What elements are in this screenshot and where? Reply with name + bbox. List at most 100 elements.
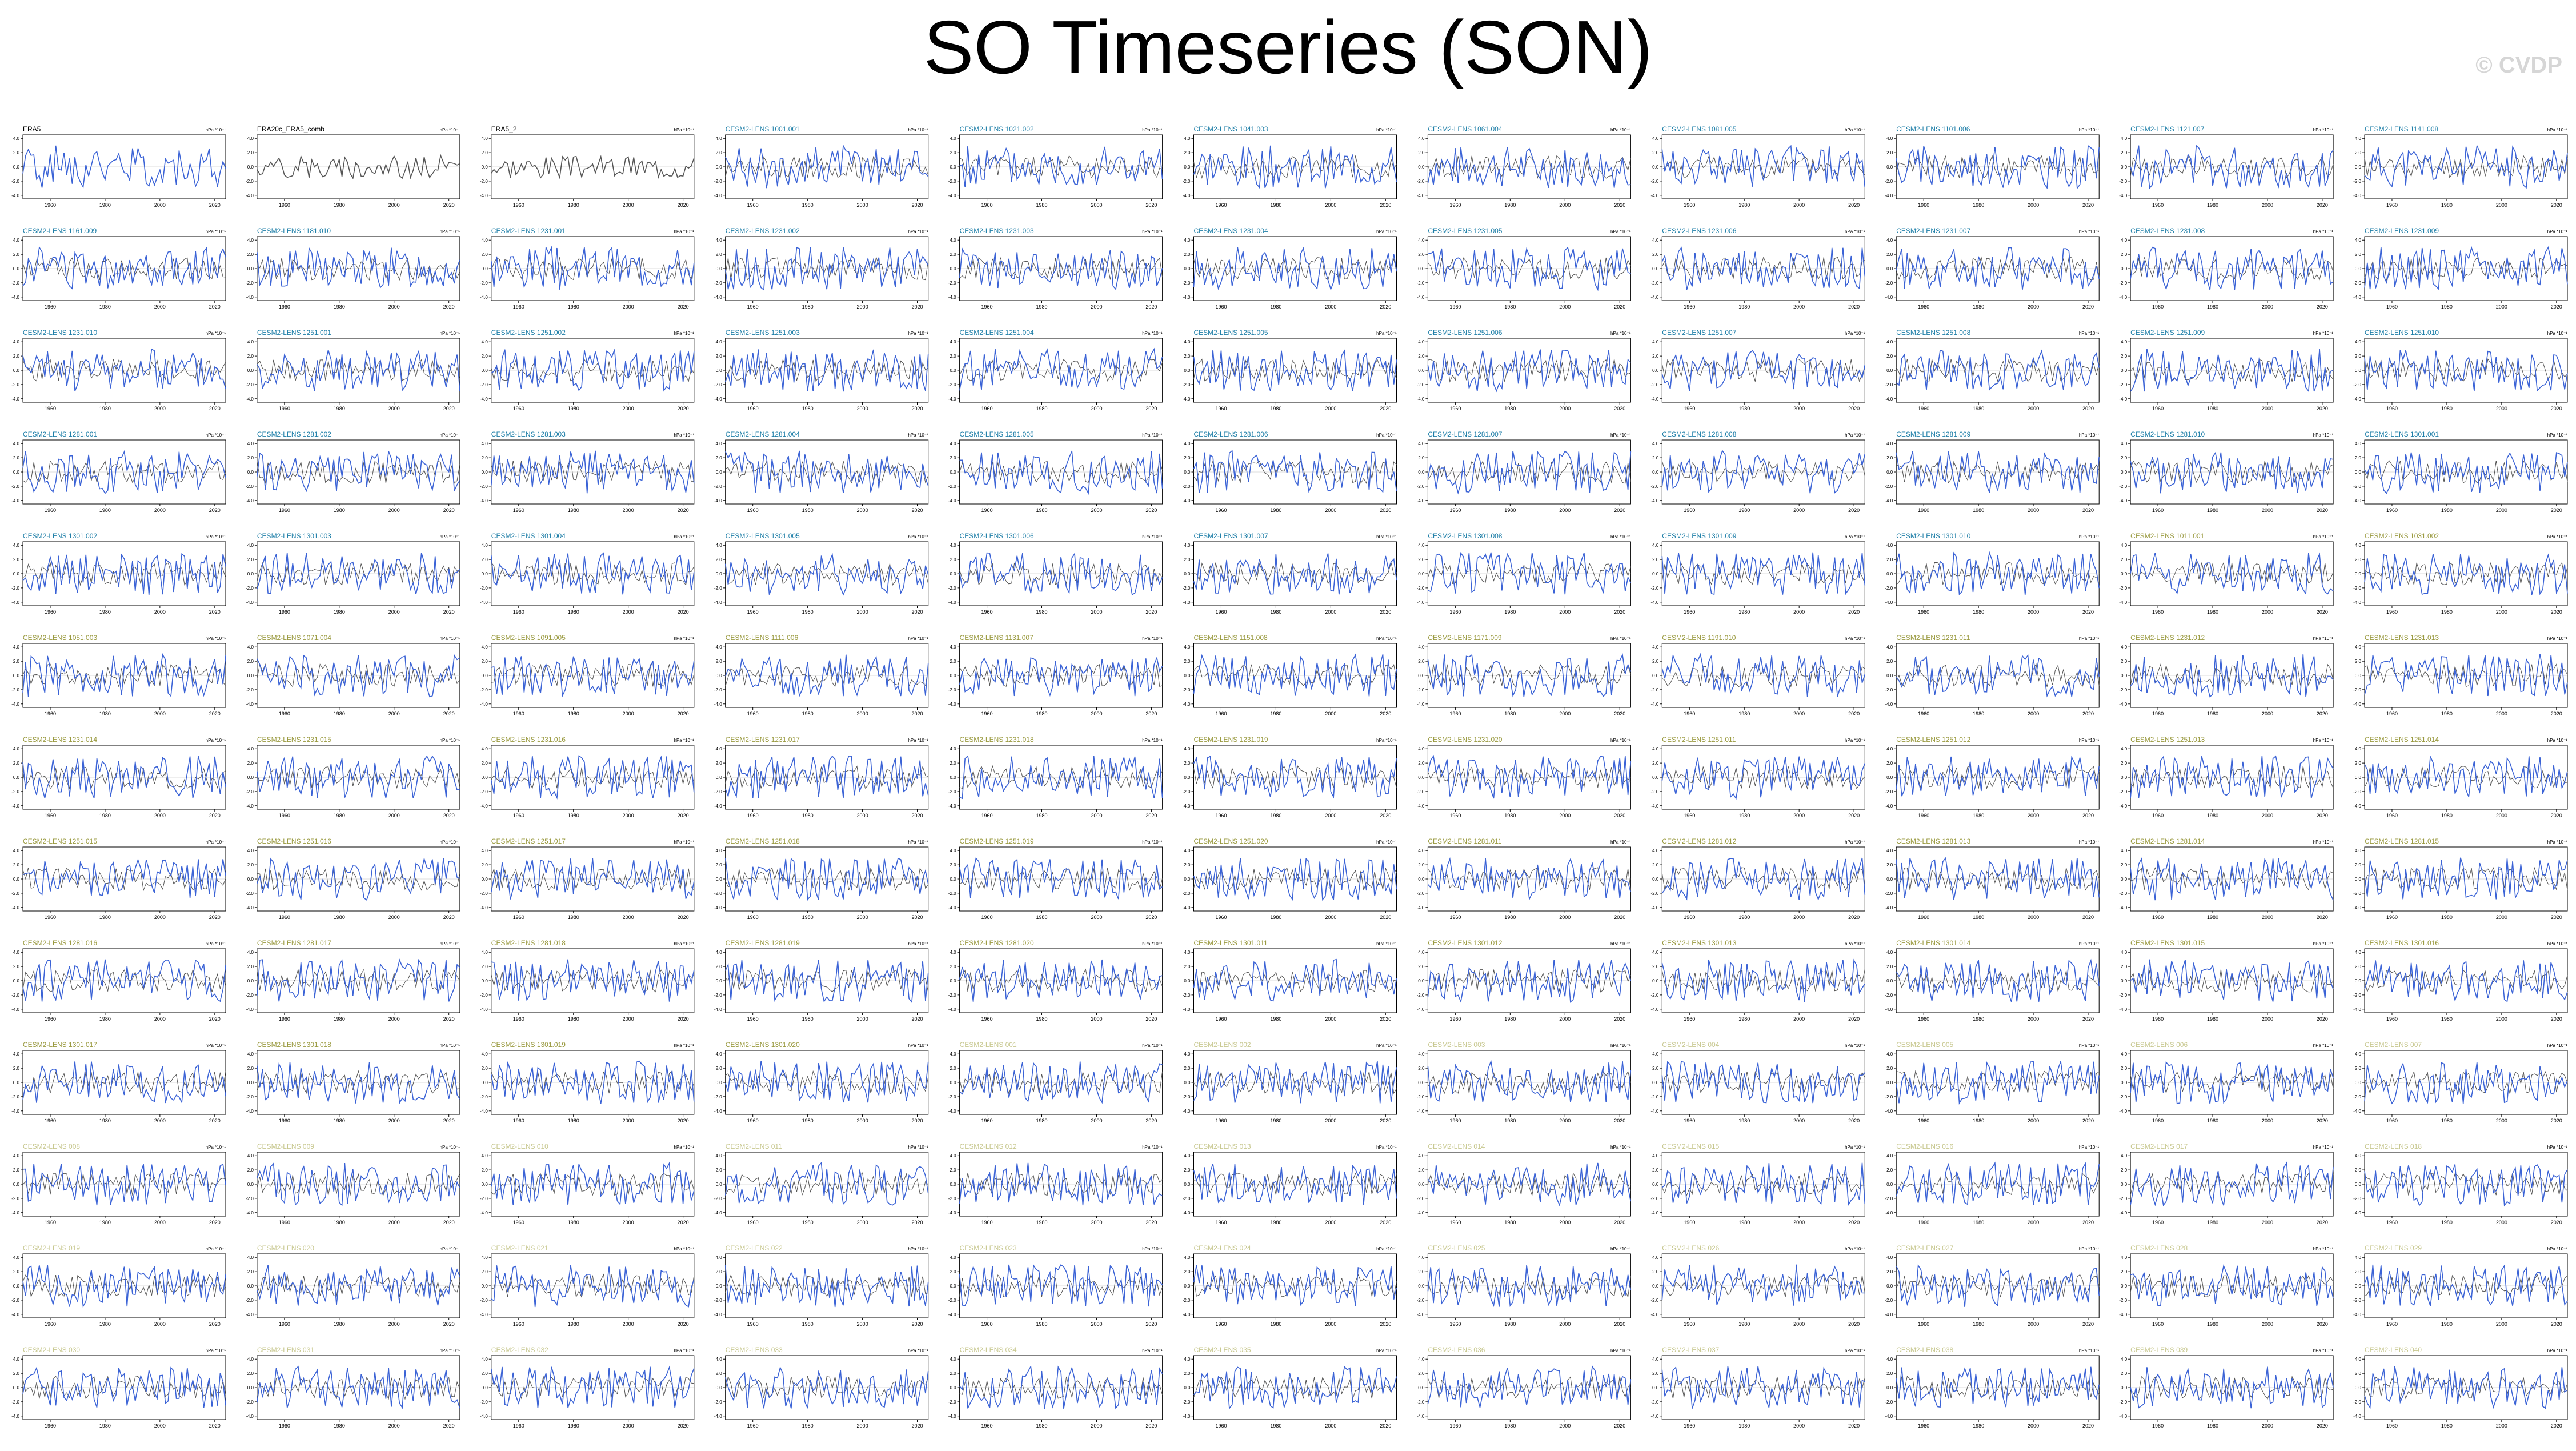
x-tick-label: 2000 [1559,914,1571,920]
x-tick-label: 1980 [1270,813,1281,818]
y-tick-label: 2.0 [2121,761,2128,766]
x-tick-label: 1960 [2386,711,2398,717]
x-tick-label: 1980 [1270,711,1281,717]
reference-series-line [1661,1173,1865,1196]
x-tick-label: 1960 [747,1016,759,1022]
y-tick-label: 0.0 [13,978,20,984]
panel-title: CESM2-LENS 1301.009 [1662,532,1736,540]
x-tick-label: 2020 [2317,914,2328,920]
x-tick-label: 2000 [2262,914,2273,920]
y-tick-label: 0.0 [13,1385,20,1390]
x-tick-label: 1980 [1504,1220,1516,1225]
y-tick-label: 4.0 [1886,339,1893,345]
series-line [257,654,460,698]
panel-units: hPa *10⁻¹ [674,1145,694,1150]
panel-title: CESM2-LENS 1251.017 [491,837,566,845]
y-tick-label: -2.0 [1885,281,1893,286]
panel: CESM2-LENS 001 hPa *10⁻¹4.02.00.0-2.0-4.0… [948,1041,1163,1124]
y-tick-label: 4.0 [247,1255,254,1260]
reference-series-line [1661,1376,1865,1399]
y-tick-label: 4.0 [716,950,723,955]
panel-units: hPa *10⁻¹ [206,331,226,336]
y-tick-label: 0.0 [950,470,956,475]
panel-title: CESM2-LENS 1131.007 [960,634,1034,642]
series-line [1193,1164,1397,1205]
y-tick-label: 2.0 [1184,1371,1191,1376]
series-line [22,1163,226,1206]
x-tick-label: 1960 [513,1423,524,1429]
x-tick-label: 2000 [2496,1016,2507,1022]
y-tick-label: 2.0 [1652,1066,1659,1071]
x-tick-label: 1960 [45,711,56,717]
panel-title: CESM2-LENS 1121.007 [2130,125,2205,133]
panel-units: hPa *10⁻¹ [1376,534,1397,539]
reference-series-line [1427,461,1631,484]
x-tick-label: 2000 [1325,406,1336,411]
series-line [2364,1062,2568,1105]
panel: CESM2-LENS 036 hPa *10⁻¹4.02.00.0-2.0-4.0… [1417,1346,1632,1429]
y-tick-label: -4.0 [11,804,19,809]
y-tick-label: 2.0 [950,1066,956,1071]
panel-units: hPa *10⁻¹ [1845,738,1865,743]
series-line [1896,1161,2100,1205]
y-tick-label: 2.0 [716,862,723,868]
panel: CESM2-LENS 1301.005 hPa *10⁻¹4.02.00.0-2.… [714,532,929,615]
reference-series-line [22,867,226,892]
panel-title: CESM2-LENS 030 [23,1346,80,1354]
page-title: SO Timeseries (SON) [923,5,1653,89]
x-tick-label: 2020 [1848,914,1860,920]
panel: CESM2-LENS 1251.005 hPa *10⁻¹4.02.00.0-2.… [1183,329,1397,411]
y-tick-label: 4.0 [1886,950,1893,955]
panel-title: CESM2-LENS 036 [1428,1346,1485,1354]
y-tick-label: 2.0 [716,1168,723,1173]
y-tick-label: 4.0 [1418,136,1425,141]
x-tick-label: 1980 [1738,406,1750,411]
panel-units: hPa *10⁻¹ [2547,840,2568,845]
reference-series-line [1427,1275,1631,1298]
x-tick-label: 1980 [2441,914,2453,920]
x-tick-label: 2020 [2082,1016,2094,1022]
panel-title: CESM2-LENS 023 [960,1244,1017,1252]
panel-units: hPa *10⁻¹ [1376,127,1397,133]
x-tick-label: 2020 [2082,711,2094,717]
y-tick-label: 2.0 [1886,1269,1893,1274]
panel-title: CESM2-LENS 1281.009 [1896,430,1970,438]
y-tick-label: -4.0 [2119,600,2127,605]
y-tick-label: -4.0 [1417,498,1425,503]
x-tick-label: 2020 [1145,813,1157,818]
y-tick-label: 0.0 [482,775,488,780]
x-tick-label: 1960 [45,914,56,920]
x-tick-label: 2000 [154,202,166,208]
y-tick-label: 2.0 [1886,252,1893,257]
y-tick-label: 4.0 [716,339,723,345]
y-tick-label: 0.0 [1184,266,1191,271]
y-tick-label: -2.0 [1417,789,1425,794]
panel-title: CESM2-LENS 1251.018 [726,837,800,845]
panel-units: hPa *10⁻¹ [908,1145,928,1150]
y-tick-label: -2.0 [246,179,254,184]
reference-series-line [725,665,929,687]
y-tick-label: 2.0 [2355,1269,2362,1274]
y-tick-label: 2.0 [247,862,254,868]
x-tick-label: 2000 [1559,1220,1571,1225]
panel: CESM2-LENS 034 hPa *10⁻¹4.02.00.0-2.0-4.0… [948,1346,1163,1429]
reference-series-line [1427,1172,1631,1196]
panel-units: hPa *10⁻¹ [1142,738,1163,743]
y-tick-label: 0.0 [1184,978,1191,984]
x-tick-label: 2020 [209,202,221,208]
x-tick-label: 1960 [981,914,993,920]
x-tick-label: 1960 [2386,1423,2398,1429]
panel-units: hPa *10⁻¹ [206,1043,226,1048]
x-tick-label: 1980 [1738,609,1750,615]
y-tick-label: 0.0 [716,1182,723,1187]
y-tick-label: 4.0 [247,950,254,955]
y-tick-label: 2.0 [1184,150,1191,155]
panel: CESM2-LENS 010 hPa *10⁻¹4.02.00.0-2.0-4.0… [480,1142,695,1225]
y-tick-label: -4.0 [714,1109,722,1114]
y-tick-label: 4.0 [1184,339,1191,345]
y-tick-label: 0.0 [716,266,723,271]
y-tick-label: 2.0 [13,150,20,155]
y-tick-label: -4.0 [1417,905,1425,910]
x-tick-label: 1960 [2152,507,2164,513]
y-tick-label: -2.0 [1417,1298,1425,1303]
